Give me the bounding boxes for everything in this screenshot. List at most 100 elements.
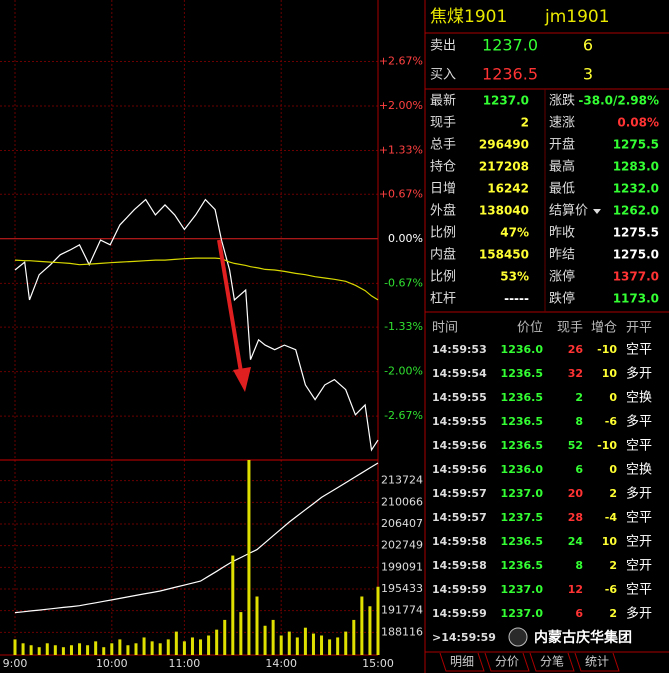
table-cell: 1236.5 (501, 559, 543, 572)
stat-value: 1173.0 (613, 292, 659, 306)
watermark: 内蒙古庆华集团 (534, 629, 632, 646)
table-cell: 14:59:58 (432, 559, 487, 572)
table-cell: 1236.0 (501, 463, 544, 476)
stat-value: 2 (521, 116, 529, 130)
table-cell: 14:59:56 (432, 439, 487, 452)
x-tick-label: 9:00 (3, 657, 28, 670)
table-cell: 1236.5 (501, 535, 543, 548)
table-cell: 1236.5 (501, 367, 543, 380)
table-cell: 6 (575, 607, 583, 620)
table-cell: 6 (575, 463, 583, 476)
volume-bar (182, 641, 186, 655)
volume-bar (102, 647, 106, 655)
tab[interactable] (484, 652, 530, 672)
table-cell: 0 (609, 463, 617, 476)
quote-panel: 焦煤1901 jm1901 卖出 1237.0 6 买入 1236.5 3 最新 1237.0… (425, 7, 669, 672)
volume-bar (287, 631, 291, 655)
table-cell: 空平 (626, 439, 652, 454)
tab-label[interactable]: 统计 (585, 655, 609, 669)
stat-value: 0.08% (617, 116, 659, 130)
stat-label: 涨停 (549, 269, 575, 285)
tab[interactable] (529, 652, 575, 672)
table-cell: 14:59:56 (432, 463, 487, 476)
y-tick-label: -2.00% (384, 365, 423, 378)
stat-label: 跌停 (549, 291, 575, 307)
table-cell: 空开 (626, 535, 652, 550)
stat-value: 158450 (479, 248, 529, 262)
stat-label: 昨收 (549, 226, 575, 241)
volume-bar (134, 643, 138, 655)
stat-label: 速涨 (549, 116, 575, 131)
stat-value: ----- (504, 292, 529, 306)
y-tick-label: +2.67% (379, 54, 423, 67)
y-tick-label: 191774 (381, 604, 423, 617)
quote-price: 1237.0 (482, 36, 538, 55)
contract-name: 焦煤1901 (430, 7, 507, 27)
series-line (14, 462, 379, 614)
table-cell: 0 (609, 391, 617, 404)
table-cell: 空开 (626, 559, 652, 574)
stat-value: 47% (500, 226, 529, 240)
volume-bar (271, 619, 275, 655)
stat-value: 217208 (479, 160, 529, 174)
stat-value: 1275.5 (613, 226, 659, 240)
stat-value: -38.0/2.98% (578, 94, 659, 108)
table-cell: 14:59:57 (432, 487, 487, 500)
table-cell: 1237.5 (501, 511, 543, 524)
x-tick-label: 15:00 (362, 657, 394, 670)
volume-bar (344, 631, 348, 655)
volume-bar (69, 645, 73, 655)
tab-label[interactable]: 分价 (495, 655, 519, 669)
table-cell: 1237.0 (501, 487, 544, 500)
table-cell: 1237.0 (501, 583, 544, 596)
stat-label: 最低 (549, 182, 575, 197)
volume-bar (150, 641, 154, 655)
stat-value: 1275.0 (613, 248, 659, 262)
stat-label: 持仓 (430, 160, 456, 175)
table-cell: 空平 (626, 343, 652, 358)
volume-bar (166, 639, 170, 655)
table-cell: 14:59:53 (432, 343, 487, 356)
volume-bar (360, 596, 364, 655)
table-cell: 10 (602, 535, 618, 548)
stat-label: 开盘 (549, 137, 575, 153)
table-cell: 14:59:59 (432, 583, 487, 596)
stat-value: 1232.0 (613, 182, 659, 196)
tab-label[interactable]: 分笔 (540, 654, 564, 669)
table-cell: 空换 (626, 391, 652, 406)
tab[interactable] (439, 652, 485, 672)
volume-bar (255, 596, 259, 655)
table-cell: 2 (609, 559, 617, 572)
table-cell: 1236.5 (501, 391, 543, 404)
volume-bar (352, 619, 356, 655)
x-tick-label: 14:00 (265, 657, 297, 670)
volume-bar (239, 612, 243, 655)
series-line (14, 198, 379, 452)
table-header: 开平 (626, 321, 652, 336)
table-cell: 2 (609, 487, 617, 500)
stat-label: 内盘 (430, 247, 456, 263)
table-cell: 多开 (626, 366, 652, 382)
table-cell: 8 (575, 559, 583, 572)
volume-bar (207, 635, 211, 655)
tab[interactable] (574, 652, 620, 672)
stat-label: 比例 (430, 270, 456, 285)
table-cell: 多开 (626, 486, 652, 502)
volume-bar (311, 633, 315, 655)
y-tick-label: 210066 (381, 495, 423, 508)
stat-value: 1237.0 (483, 94, 529, 108)
dropdown-icon[interactable] (593, 209, 601, 214)
table-cell: 14:59:59 (432, 607, 487, 620)
y-tick-label: -2.67% (384, 409, 423, 422)
table-cell: 28 (568, 511, 583, 524)
y-tick-label: 199091 (381, 560, 423, 573)
table-cell: >14:59:59 (432, 631, 496, 644)
stat-label: 外盘 (430, 203, 456, 219)
tab-label[interactable]: 明细 (450, 655, 474, 669)
volume-bar (21, 643, 25, 655)
arrow-shaft (217, 239, 243, 373)
contract-code: jm1901 (544, 7, 610, 27)
quote-label: 买入 (430, 68, 456, 83)
table-cell: 14:59:54 (432, 367, 487, 380)
table-cell: 2 (575, 391, 583, 404)
